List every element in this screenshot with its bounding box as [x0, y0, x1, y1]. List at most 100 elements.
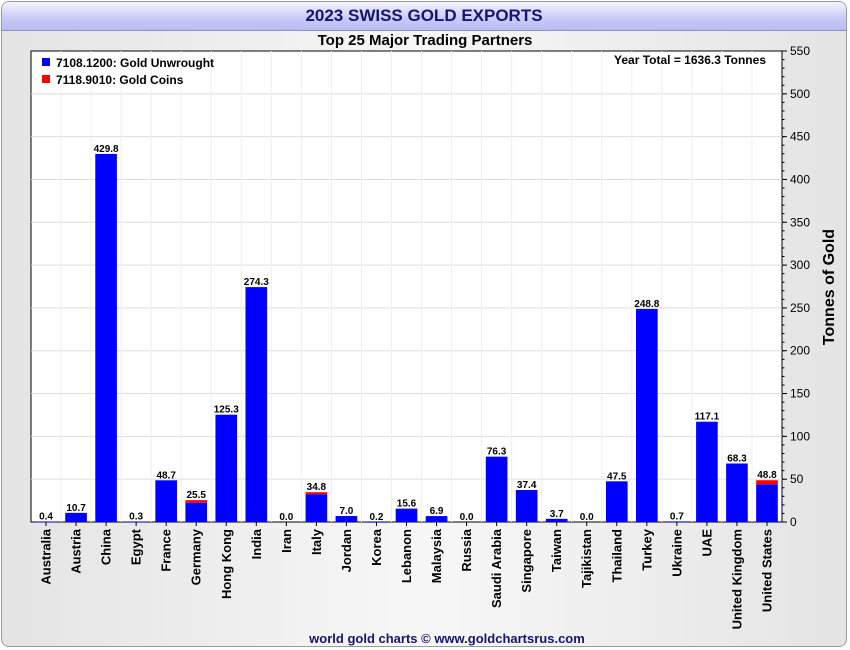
legend-label-unwrought: 7108.1200: Gold Unwrought: [56, 56, 214, 70]
bar-coins-italy: [305, 492, 328, 495]
y-tick-label: 400: [790, 172, 810, 186]
bar-value-label: 34.8: [307, 482, 327, 493]
x-tick-label: United Kingdom: [729, 529, 744, 629]
bar-unwrought-germany: [185, 502, 208, 522]
y-axis: 0 50 100 150 200 250 300 350 400 450 500 550: [782, 44, 810, 529]
bar-unwrought-singapore: [515, 489, 538, 522]
x-tick-label: Malaysia: [429, 528, 444, 583]
bar-value-label: 429.8: [94, 144, 119, 155]
year-total-annotation: Year Total = 1636.3 Tonnes: [614, 53, 766, 67]
bar-value-label: 25.5: [186, 490, 206, 501]
bar-unwrought-jordan: [335, 516, 358, 522]
bar-value-label: 15.6: [397, 499, 417, 510]
y-tick-label: 550: [790, 44, 810, 58]
footer-credit: world gold charts © www.goldchartsrus.co…: [309, 631, 585, 646]
x-tick-label: Australia: [39, 528, 54, 584]
bar-value-label: 274.3: [244, 277, 269, 288]
bars: [35, 153, 778, 523]
bar-value-label: 3.7: [550, 509, 564, 520]
y-tick-label: 0: [790, 515, 797, 529]
x-axis: Australia Austria China Egypt France Germany H…: [39, 522, 774, 629]
x-tick-label: Jordan: [339, 529, 354, 572]
x-tick-label: Russia: [459, 528, 474, 571]
bar-value-label: 117.1: [695, 412, 720, 423]
x-tick-label: Tajikistan: [579, 529, 594, 588]
bar-unwrought-malaysia: [425, 516, 448, 522]
bar-unwrought-taiwan: [545, 518, 568, 522]
x-tick-label: Egypt: [129, 528, 144, 565]
bar-unwrought-india: [245, 287, 268, 522]
x-tick-label: Italy: [309, 528, 324, 555]
legend-swatch-coins: [42, 75, 50, 83]
bar-value-label: 37.4: [517, 480, 537, 491]
bar-unwrought-united-states: [756, 484, 778, 522]
legend-swatch-unwrought: [42, 58, 50, 66]
bar-value-label: 68.3: [727, 454, 747, 465]
bar-value-labels: 0.4 10.7 429.8 0.3 48.7 25.5 125.3 274.3 0.0 34.8…: [39, 144, 777, 523]
bar-unwrought-united-kingdom: [726, 463, 748, 522]
bar-value-label: 0.7: [670, 511, 684, 522]
x-tick-label: France: [159, 529, 174, 572]
x-tick-label: Hong Kong: [219, 529, 234, 599]
x-tick-label: Korea: [369, 528, 384, 566]
bar-unwrought-france: [155, 480, 177, 522]
x-tick-label: Taiwan: [549, 529, 564, 572]
bar-unwrought-hong-kong: [215, 414, 238, 522]
x-tick-label: Ukraine: [669, 529, 684, 577]
chart-title: 2023 SWISS GOLD EXPORTS: [2, 2, 846, 31]
x-tick-label: Saudi Arabia: [489, 528, 504, 608]
bar-unwrought-ukraine: [666, 521, 688, 523]
bar-value-label: 0.4: [39, 512, 53, 523]
y-tick-label: 300: [790, 258, 810, 272]
bar-unwrought-italy: [305, 494, 328, 522]
y-tick-label: 250: [790, 301, 810, 315]
legend: 7108.1200: Gold Unwrought 7118.9010: Gol…: [42, 56, 214, 87]
bar-unwrought-saudi-arabia: [485, 456, 508, 522]
bar-value-label: 7.0: [339, 506, 353, 517]
x-tick-label: India: [249, 528, 264, 559]
x-tick-label: Lebanon: [399, 529, 414, 583]
x-tick-label: UAE: [699, 529, 714, 557]
x-tick-label: China: [99, 528, 114, 565]
bar-value-label: 125.3: [214, 405, 239, 416]
y-tick-label: 350: [790, 215, 810, 229]
legend-label-coins: 7118.9010: Gold Coins: [56, 73, 184, 87]
bar-value-label: 0.3: [129, 512, 143, 523]
bar-unwrought-turkey: [636, 308, 658, 522]
x-tick-label: Turkey: [639, 528, 654, 570]
bar-value-label: 47.5: [607, 471, 627, 482]
y-axis-label: Tonnes of Gold: [821, 229, 838, 345]
y-tick-label: 200: [790, 344, 810, 358]
y-tick-label: 100: [790, 429, 810, 443]
bar-coins-germany: [185, 500, 208, 503]
bar-value-label: 248.8: [634, 299, 659, 310]
bar-value-label: 6.9: [430, 506, 444, 517]
bar-unwrought-thailand: [605, 481, 628, 522]
bar-value-label: 0.0: [279, 512, 293, 523]
bar-unwrought-lebanon: [395, 508, 418, 522]
x-tick-label: Austria: [69, 528, 84, 574]
y-tick-label: 450: [790, 130, 810, 144]
bar-value-label: 0.0: [460, 512, 474, 523]
y-tick-label: 50: [790, 472, 804, 486]
x-tick-label: United States: [759, 529, 774, 612]
bar-unwrought-china: [95, 153, 117, 522]
bar-value-label: 10.7: [66, 503, 86, 514]
grid-lines: [31, 51, 782, 522]
y-tick-label: 500: [790, 87, 810, 101]
bar-value-label: 48.8: [757, 470, 777, 481]
x-tick-label: Singapore: [519, 529, 534, 593]
bar-unwrought-austria: [65, 512, 87, 522]
bar-value-label: 48.7: [156, 470, 176, 481]
x-tick-label: Germany: [189, 528, 204, 585]
y-tick-label: 150: [790, 387, 810, 401]
bar-value-label: 0.0: [580, 512, 594, 523]
bar-value-label: 0.2: [370, 512, 384, 523]
plot-area: [30, 50, 783, 523]
x-tick-label: Thailand: [609, 529, 624, 583]
x-tick-label: Iran: [279, 529, 294, 553]
chart-subtitle: Top 25 Major Trading Partners: [317, 32, 533, 49]
bar-value-label: 76.3: [487, 447, 507, 458]
